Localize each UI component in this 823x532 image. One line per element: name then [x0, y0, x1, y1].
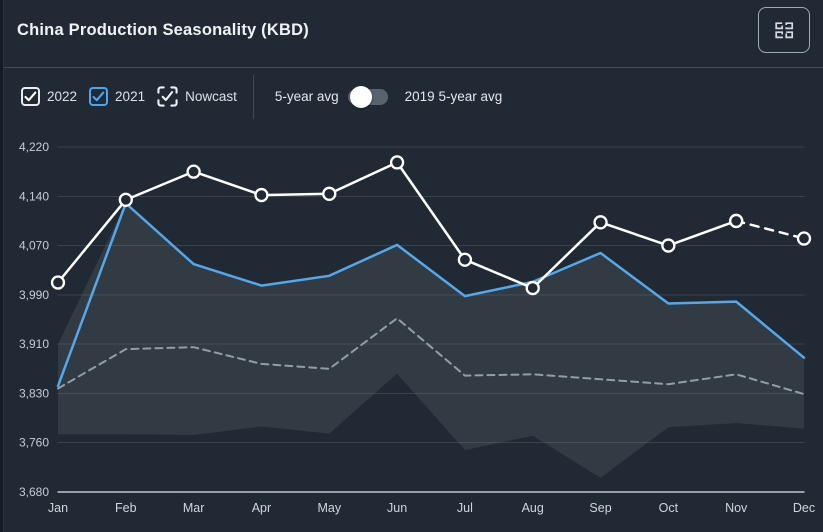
- legend-label-nowcast: Nowcast: [185, 89, 237, 104]
- checkbox-nowcast[interactable]: [157, 86, 178, 107]
- legend-label-2022: 2022: [47, 89, 78, 104]
- y-tick-label: 3,990: [19, 288, 49, 302]
- toggle-left-label: 5-year avg: [274, 89, 339, 104]
- bracket-check-icon: [157, 86, 178, 107]
- panel-left-edge: [0, 0, 4, 532]
- controls-bar: 2022 2021 Nowcast 5-year avg 2019 5-year: [0, 68, 823, 125]
- data-point-dec[interactable]: [796, 231, 812, 246]
- layout-grid-button[interactable]: [758, 7, 810, 53]
- x-tick-label: May: [317, 501, 341, 515]
- x-tick-label: Mar: [183, 501, 205, 515]
- data-point-aug[interactable]: [525, 280, 540, 296]
- range-band: [58, 203, 804, 478]
- y-tick-label: 3,760: [19, 436, 49, 450]
- data-point-jul[interactable]: [457, 252, 473, 267]
- avg-toggle-group: 5-year avg 2019 5-year avg: [254, 85, 503, 108]
- header: China Production Seasonality (KBD): [0, 0, 823, 68]
- legend-item-2021[interactable]: 2021: [89, 87, 145, 106]
- series-line-2021: [56, 202, 806, 388]
- avg-toggle-switch[interactable]: [347, 85, 388, 108]
- x-tick-label: Oct: [659, 501, 679, 515]
- series-line-2019-5-year-avg: [57, 317, 805, 396]
- data-point-may[interactable]: [322, 186, 337, 201]
- x-tick-label: Apr: [252, 501, 271, 515]
- y-tick-label: 3,830: [19, 386, 49, 400]
- y-tick-label: 3,910: [19, 337, 49, 351]
- y-tick-label: 4,220: [19, 140, 49, 154]
- data-point-apr[interactable]: [254, 187, 269, 203]
- data-point-sep[interactable]: [593, 215, 608, 230]
- x-tick-label: Jan: [48, 501, 68, 515]
- data-point-jun[interactable]: [389, 155, 405, 170]
- checkbox-2022[interactable]: [21, 87, 40, 106]
- toggle-right-label: 2019 5-year avg: [404, 89, 503, 104]
- data-point-feb[interactable]: [118, 192, 133, 207]
- grid-icon: [774, 21, 793, 38]
- x-tick-label: Jul: [457, 501, 473, 515]
- toggle-knob: [349, 85, 372, 108]
- y-tick-label: 4,140: [19, 189, 49, 203]
- x-tick-label: Nov: [725, 501, 748, 515]
- checkbox-2021[interactable]: [89, 87, 109, 106]
- x-tick-label: Aug: [522, 501, 544, 515]
- series-line-nowcast: [734, 219, 806, 240]
- legend-item-2022[interactable]: 2022: [21, 87, 77, 106]
- data-point-jan[interactable]: [50, 275, 66, 290]
- x-tick-label: Sep: [589, 501, 611, 515]
- y-tick-label: 4,070: [19, 239, 49, 253]
- x-tick-label: Dec: [793, 501, 815, 515]
- check-icon: [92, 91, 105, 102]
- legend-label-2021: 2021: [115, 89, 146, 104]
- x-tick-label: Feb: [115, 501, 137, 515]
- controls-divider: [252, 74, 254, 119]
- check-icon: [24, 91, 37, 102]
- data-point-oct[interactable]: [661, 238, 676, 253]
- x-tick-label: Jun: [387, 501, 407, 515]
- y-tick-label: 3,680: [19, 485, 49, 499]
- page-title: China Production Seasonality (KBD): [17, 21, 309, 39]
- data-point-nov[interactable]: [729, 213, 744, 229]
- data-point-mar[interactable]: [186, 164, 201, 179]
- legend-item-nowcast[interactable]: Nowcast: [157, 86, 237, 107]
